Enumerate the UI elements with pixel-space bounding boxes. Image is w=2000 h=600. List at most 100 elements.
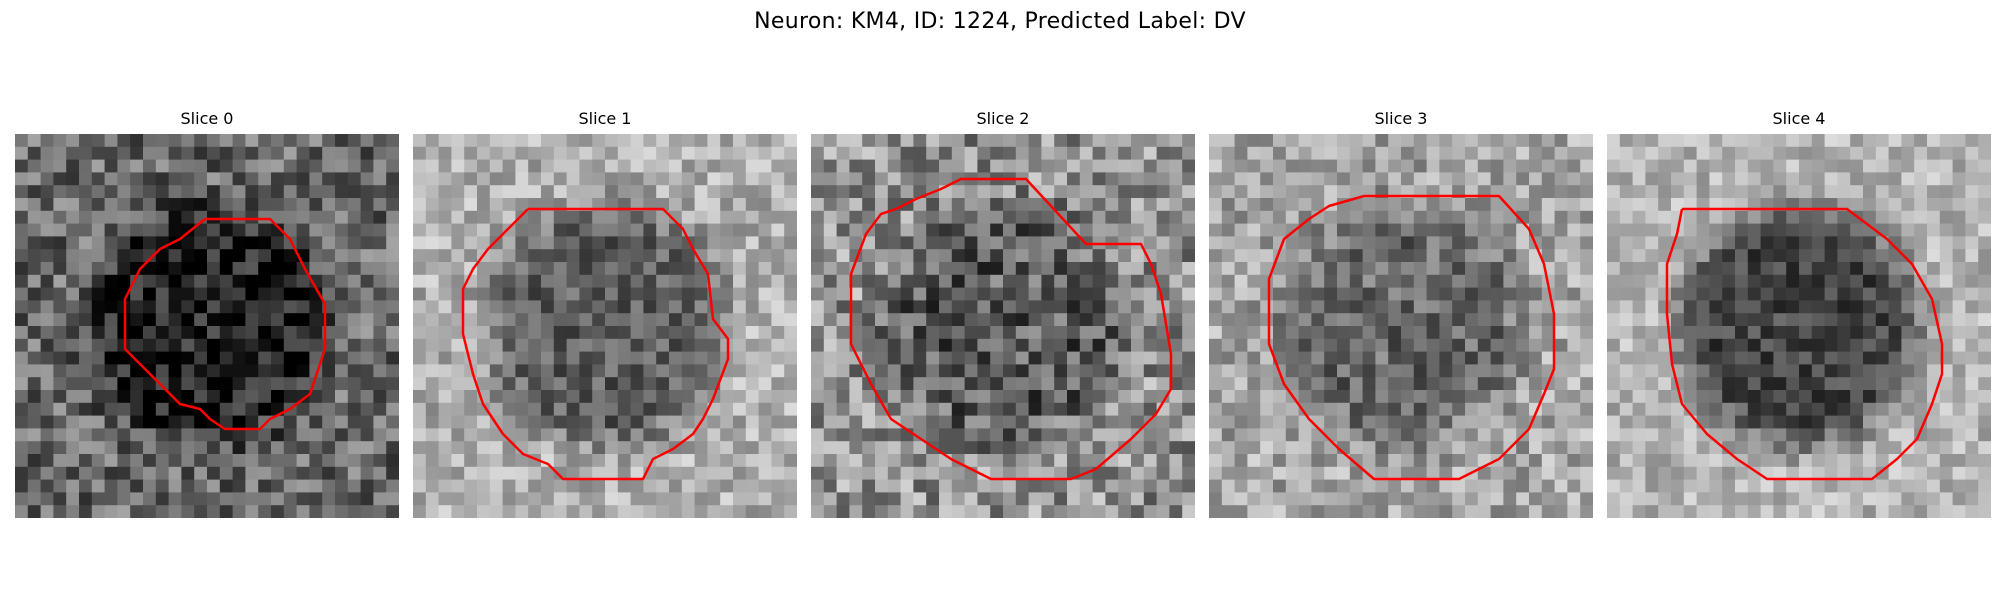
image-pixel [502, 146, 516, 161]
image-pixel [1658, 236, 1672, 250]
image-pixel [373, 390, 387, 404]
image-pixel [155, 185, 170, 199]
image-pixel [1939, 377, 1954, 391]
image-pixel [1362, 274, 1376, 289]
image-pixel [373, 338, 387, 353]
image-pixel [1760, 441, 1774, 455]
image-pixel [836, 492, 850, 506]
image-pixel [1837, 249, 1851, 263]
image-pixel [438, 415, 452, 429]
image-pixel [386, 454, 399, 468]
image-pixel [528, 428, 542, 442]
image-pixel [1375, 364, 1389, 378]
image-pixel [1516, 185, 1530, 199]
image-pixel [1209, 223, 1223, 237]
image-pixel [1619, 441, 1634, 455]
image-pixel [1156, 364, 1170, 378]
image-pixel [155, 274, 170, 289]
image-pixel [758, 428, 772, 442]
image-pixel [630, 441, 644, 455]
image-pixel [758, 287, 772, 301]
image-pixel [592, 479, 606, 493]
image-pixel [502, 185, 516, 199]
image-pixel [1799, 313, 1813, 327]
image-pixel [438, 505, 452, 518]
image-pixel [1824, 492, 1838, 506]
image-pixel [1490, 172, 1504, 186]
image-pixel [1221, 185, 1236, 199]
image-pixel [360, 313, 374, 327]
image-pixel [784, 326, 797, 340]
image-pixel [413, 415, 427, 429]
image-pixel [964, 402, 978, 417]
image-pixel [1092, 415, 1106, 429]
image-pixel [1452, 172, 1466, 186]
image-pixel [194, 249, 208, 263]
image-pixel [245, 377, 259, 391]
image-pixel [951, 249, 966, 263]
image-pixel [1607, 198, 1621, 212]
image-pixel [875, 236, 889, 250]
image-pixel [322, 249, 336, 263]
image-pixel [630, 223, 644, 237]
image-pixel [1349, 198, 1364, 212]
image-pixel [168, 185, 182, 199]
image-pixel [1324, 262, 1338, 276]
image-pixel [1939, 210, 1954, 225]
image-pixel [258, 274, 272, 289]
image-pixel [541, 377, 555, 391]
image-pixel [66, 159, 80, 173]
image-pixel [1888, 479, 1902, 493]
image-pixel [207, 300, 221, 314]
image-pixel [130, 466, 144, 481]
image-pixel [823, 454, 838, 468]
image-pixel [1658, 479, 1672, 493]
image-pixel [258, 402, 272, 417]
image-pixel [207, 159, 221, 173]
image-pixel [373, 492, 387, 506]
image-pixel [360, 287, 374, 301]
image-pixel [1285, 134, 1300, 148]
image-pixel [1658, 351, 1672, 365]
image-pixel [1850, 249, 1864, 263]
image-pixel [836, 415, 850, 429]
image-pixel [694, 185, 708, 199]
image-pixel [1156, 223, 1170, 237]
image-pixel [219, 390, 234, 404]
image-pixel [1156, 198, 1170, 212]
image-pixel [1221, 262, 1236, 276]
image-pixel [1799, 262, 1813, 276]
image-pixel [1349, 441, 1364, 455]
image-pixel [386, 223, 399, 237]
image-pixel [232, 262, 246, 276]
image-pixel [1939, 300, 1954, 314]
image-pixel [1247, 402, 1261, 417]
image-pixel [1465, 134, 1479, 148]
image-pixel [1003, 223, 1017, 237]
image-pixel [1477, 402, 1492, 417]
image-pixel [758, 146, 772, 161]
image-pixel [1143, 185, 1158, 199]
image-pixel [1015, 492, 1030, 506]
image-pixel [451, 300, 465, 314]
image-pixel [566, 300, 580, 314]
image-pixel [1632, 249, 1646, 263]
image-pixel [1709, 466, 1723, 481]
image-pixel [1260, 185, 1274, 199]
image-pixel [1799, 210, 1813, 225]
image-pixel [656, 402, 670, 417]
image-pixel [1645, 390, 1659, 404]
image-pixel [1375, 300, 1389, 314]
image-pixel [1285, 428, 1300, 442]
image-pixel [939, 415, 953, 429]
image-pixel [553, 236, 568, 250]
image-pixel [1696, 236, 1710, 250]
image-pixel [977, 479, 991, 493]
image-pixel [1863, 338, 1877, 353]
image-pixel [168, 351, 182, 365]
image-pixel [1580, 300, 1593, 314]
image-pixel [515, 492, 529, 506]
image-pixel [1607, 313, 1621, 327]
image-pixel [605, 262, 619, 276]
image-pixel [143, 274, 157, 289]
